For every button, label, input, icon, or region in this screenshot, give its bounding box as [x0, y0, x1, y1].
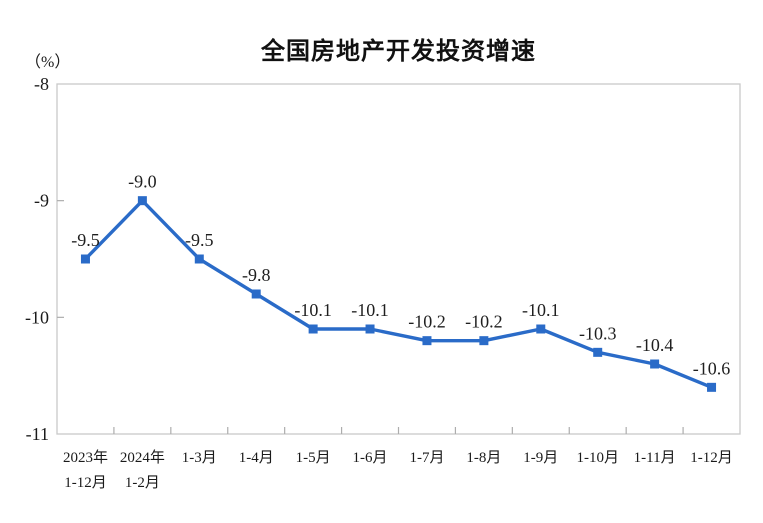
data-point-marker: [650, 359, 660, 369]
data-point-label: -10.4: [636, 335, 674, 355]
series-line: [84, 198, 713, 389]
x-axis-category-label: 1-5月: [296, 450, 331, 466]
x-axis-category-label: 1-7月: [409, 450, 444, 466]
data-point-marker: [80, 254, 90, 264]
data-point-marker: [707, 382, 717, 392]
x-axis-category-label: 2023年: [63, 449, 108, 466]
x-axis-category-label: 1-3月: [182, 450, 217, 466]
data-point-label: -9.0: [128, 172, 157, 192]
x-axis-category-label: 1-2月: [125, 475, 160, 491]
data-point-marker: [365, 324, 375, 334]
data-point-marker: [251, 289, 261, 299]
x-axis-category-label: 1-9月: [523, 450, 558, 466]
y-axis-tick-label: -11: [26, 424, 49, 444]
data-point-marker: [536, 324, 546, 334]
data-point-label: -10.2: [465, 312, 503, 332]
data-point-label: -10.1: [522, 300, 560, 320]
x-axis-category-label: 1-6月: [353, 450, 388, 466]
data-point-label: -10.3: [579, 323, 617, 343]
x-axis-category-label: 1-11月: [634, 450, 676, 466]
data-point-marker: [479, 336, 489, 346]
y-axis-tick-label: -9: [34, 191, 49, 211]
x-axis-category-label: 2024年: [120, 449, 165, 466]
x-axis-category-label: 1-12月: [690, 450, 733, 466]
y-axis-tick-label: -8: [34, 74, 49, 94]
data-point-label: -10.2: [408, 312, 446, 332]
data-point-label: -9.5: [185, 230, 214, 250]
x-axis-category-label: 1-8月: [466, 450, 501, 466]
x-axis-category-label: 1-12月: [64, 475, 107, 491]
data-point-marker: [422, 336, 432, 346]
data-point-marker: [137, 196, 147, 206]
y-axis-tick-label: -10: [25, 307, 49, 327]
data-point-label: -10.1: [351, 300, 389, 320]
data-point-label: -10.1: [294, 300, 332, 320]
x-axis-category-label: 1-10月: [576, 450, 619, 466]
x-axis-category-label: 1-4月: [239, 450, 274, 466]
data-point-marker: [593, 347, 603, 357]
data-point-label: -10.6: [693, 358, 731, 378]
data-point-label: -9.8: [242, 265, 271, 285]
plot-border: [56, 83, 741, 435]
data-point-marker: [308, 324, 318, 334]
data-point-marker: [194, 254, 204, 264]
data-point-label: -9.5: [71, 230, 100, 250]
y-axis-unit-label: （%）: [25, 54, 71, 71]
chart-title: 全国房地产开发投资增速: [261, 38, 536, 65]
